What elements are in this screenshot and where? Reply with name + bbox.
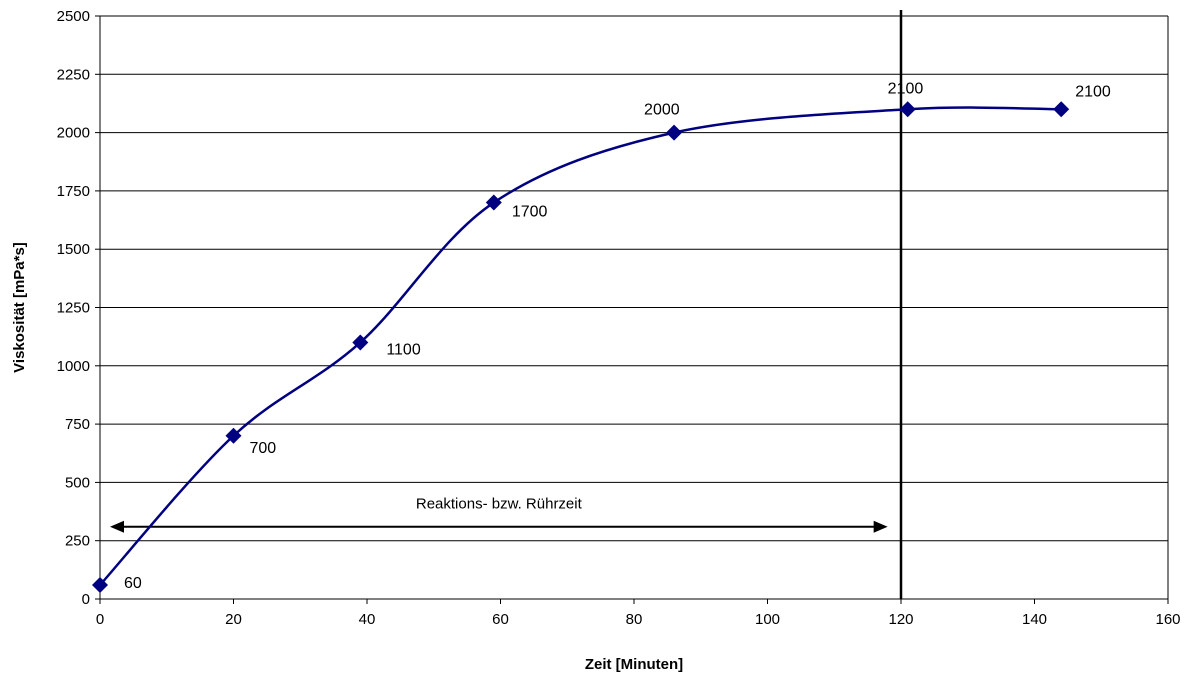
grid-layer xyxy=(100,15,1168,542)
y-tick-label-1000: 1000 xyxy=(57,358,90,375)
data-point-marker xyxy=(92,577,108,594)
data-point-marker xyxy=(1053,101,1070,118)
x-tick-label-20: 20 xyxy=(225,611,242,628)
x-tick-label-80: 80 xyxy=(626,611,643,628)
data-label: 700 xyxy=(250,440,277,457)
data-point-marker xyxy=(352,334,369,351)
data-label: 1100 xyxy=(386,341,421,358)
x-tick-label-140: 140 xyxy=(1022,611,1047,628)
y-tick-label-2000: 2000 xyxy=(57,125,90,142)
data-label: 2100 xyxy=(1075,83,1111,100)
y-axis-title: Viskosität [mPa*s] xyxy=(11,242,28,373)
data-label: 60 xyxy=(124,575,142,592)
data-point-marker xyxy=(485,194,502,211)
annotation-label: Reaktions- bzw. Rührzeit xyxy=(416,496,583,513)
data-label: 1700 xyxy=(512,204,548,221)
y-tick-label-2500: 2500 xyxy=(57,8,90,25)
y-tick-label-250: 250 xyxy=(65,533,90,550)
x-tick-label-60: 60 xyxy=(492,611,509,628)
series-0-line xyxy=(98,106,1063,587)
x-tick-label-120: 120 xyxy=(888,611,913,628)
y-tick-label-0: 0 xyxy=(82,591,90,608)
y-tick-label-1500: 1500 xyxy=(57,241,90,258)
y-tick-label-2250: 2250 xyxy=(57,66,90,83)
x-tick-label-100: 100 xyxy=(755,611,780,628)
y-tick-label-500: 500 xyxy=(65,474,90,491)
y-tick-label-750: 750 xyxy=(65,416,90,433)
axis-layer: 0 250 500 750 1000 1250 1500 1750 2000 2250 2500 0 2… xyxy=(57,8,1181,628)
x-axis-title: Zeit [Minuten] xyxy=(585,656,683,673)
data-point-marker xyxy=(899,101,916,118)
data-label: 2100 xyxy=(888,80,924,97)
x-tick-label-40: 40 xyxy=(359,611,376,628)
data-point-marker xyxy=(666,124,683,141)
y-tick-label-1250: 1250 xyxy=(57,300,90,317)
annotation-arrowhead-right xyxy=(873,520,888,533)
data-label: 2000 xyxy=(644,102,680,119)
x-tick-label-0: 0 xyxy=(96,611,104,628)
y-tick-label-1750: 1750 xyxy=(57,183,90,200)
annotation-arrowhead-left xyxy=(110,520,125,533)
annotation-layer xyxy=(110,520,888,533)
x-tick-label-160: 160 xyxy=(1155,611,1180,628)
data-point-marker xyxy=(225,427,242,444)
data-label-layer: 60 700 1100 1700 2000 2100 2100 xyxy=(124,80,1111,592)
series-layer xyxy=(92,101,1070,594)
